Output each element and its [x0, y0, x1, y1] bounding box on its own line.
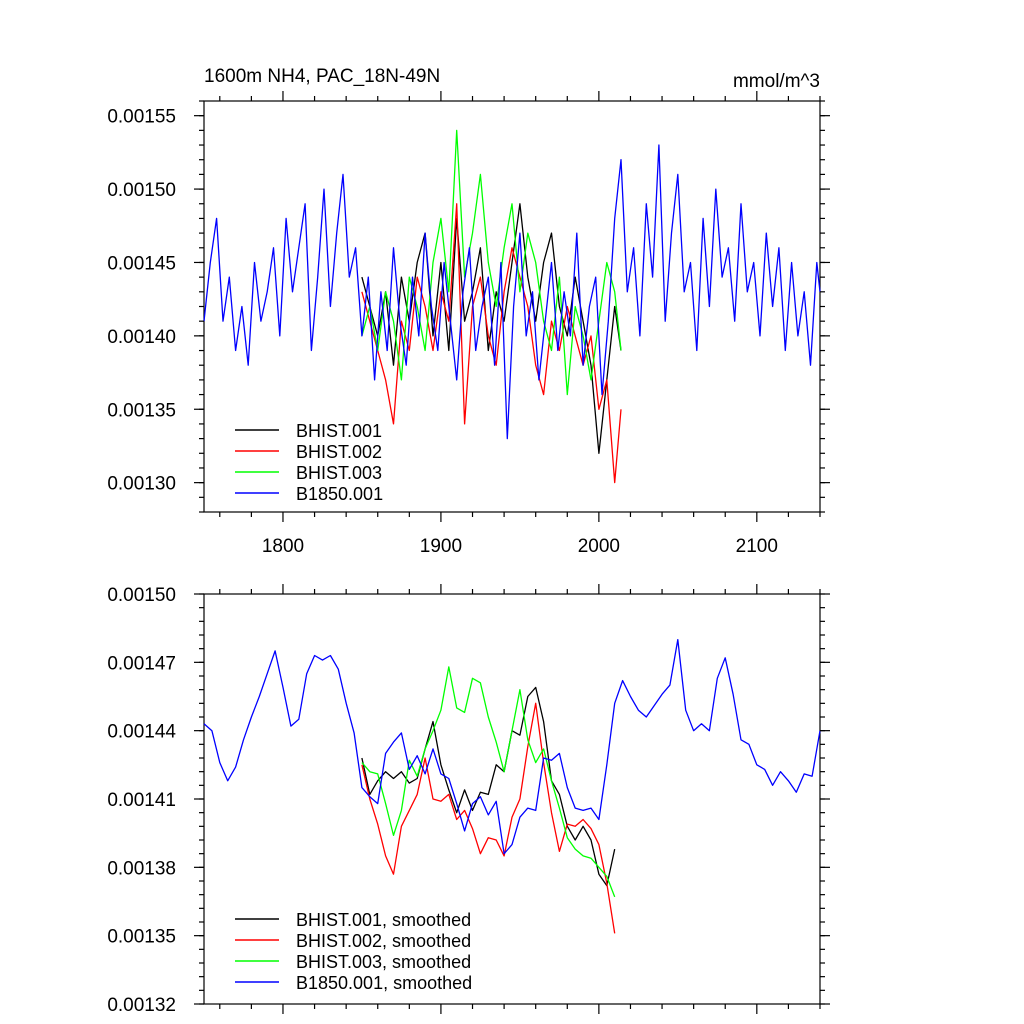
y-tick-label-0-4: 0.00150	[107, 180, 176, 201]
y-tick-label-1-5: 0.00147	[107, 653, 176, 674]
legend-label-1-1: BHIST.002, smoothed	[296, 931, 471, 951]
legend-label-0-0: BHIST.001	[296, 421, 382, 441]
series-line-0-0	[361, 203, 622, 454]
legend-label-1-0: BHIST.001, smoothed	[296, 910, 471, 930]
x-tick-label-0-3: 2100	[736, 536, 778, 557]
y-tick-label-0-0: 0.00130	[107, 474, 176, 495]
series-line-1-2	[361, 666, 616, 898]
y-tick-label-1-6: 0.00150	[107, 585, 176, 606]
units-label: mmol/m^3	[733, 71, 820, 92]
bottom-panel: 0.00132 0.00135 0.00138 0.00141 0.00144 0.001…	[107, 584, 830, 1016]
bottom-series-group	[203, 638, 821, 934]
bottom-axes: 0.00132 0.00135 0.00138 0.00141 0.00144 0.001…	[107, 584, 830, 1016]
y-tick-label-1-0: 0.00132	[107, 995, 176, 1016]
y-tick-label-0-5: 0.00155	[107, 107, 176, 128]
x-tick-label-0-0: 1800	[262, 536, 304, 557]
legend-label-1-2: BHIST.003, smoothed	[296, 952, 471, 972]
series-line-0-2	[361, 129, 622, 396]
x-tick-label-0-1: 1900	[420, 536, 462, 557]
series-line-1-0	[361, 686, 616, 887]
legend-label-1-3: B1850.001, smoothed	[296, 973, 472, 993]
y-tick-label-1-1: 0.00135	[107, 927, 176, 948]
y-tick-label-0-1: 0.00135	[107, 400, 176, 421]
y-tick-label-0-3: 0.00145	[107, 253, 176, 274]
y-tick-label-0-2: 0.00140	[107, 327, 176, 348]
top-panel: 1600m NH4, PAC_18N-49N mmol/m^3 1800 1900…	[107, 66, 830, 557]
y-tick-label-1-2: 0.00138	[107, 858, 176, 879]
top-axes: 1800 1900 2000 2100 0.00130 0.00135 0.00140 0.0…	[107, 91, 830, 557]
legend-label-0-3: B1850.001	[296, 484, 383, 504]
legend-label-0-1: BHIST.002	[296, 442, 382, 462]
y-tick-label-1-4: 0.00144	[107, 722, 176, 743]
legend-label-0-2: BHIST.003	[296, 463, 382, 483]
y-tick-label-1-3: 0.00141	[107, 790, 176, 811]
series-line-1-1	[361, 702, 616, 934]
chart-title: 1600m NH4, PAC_18N-49N	[204, 66, 440, 87]
top-series-group	[203, 129, 821, 484]
series-line-1-3	[203, 638, 821, 855]
series-line-0-3	[203, 144, 821, 440]
x-tick-label-0-2: 2000	[578, 536, 620, 557]
